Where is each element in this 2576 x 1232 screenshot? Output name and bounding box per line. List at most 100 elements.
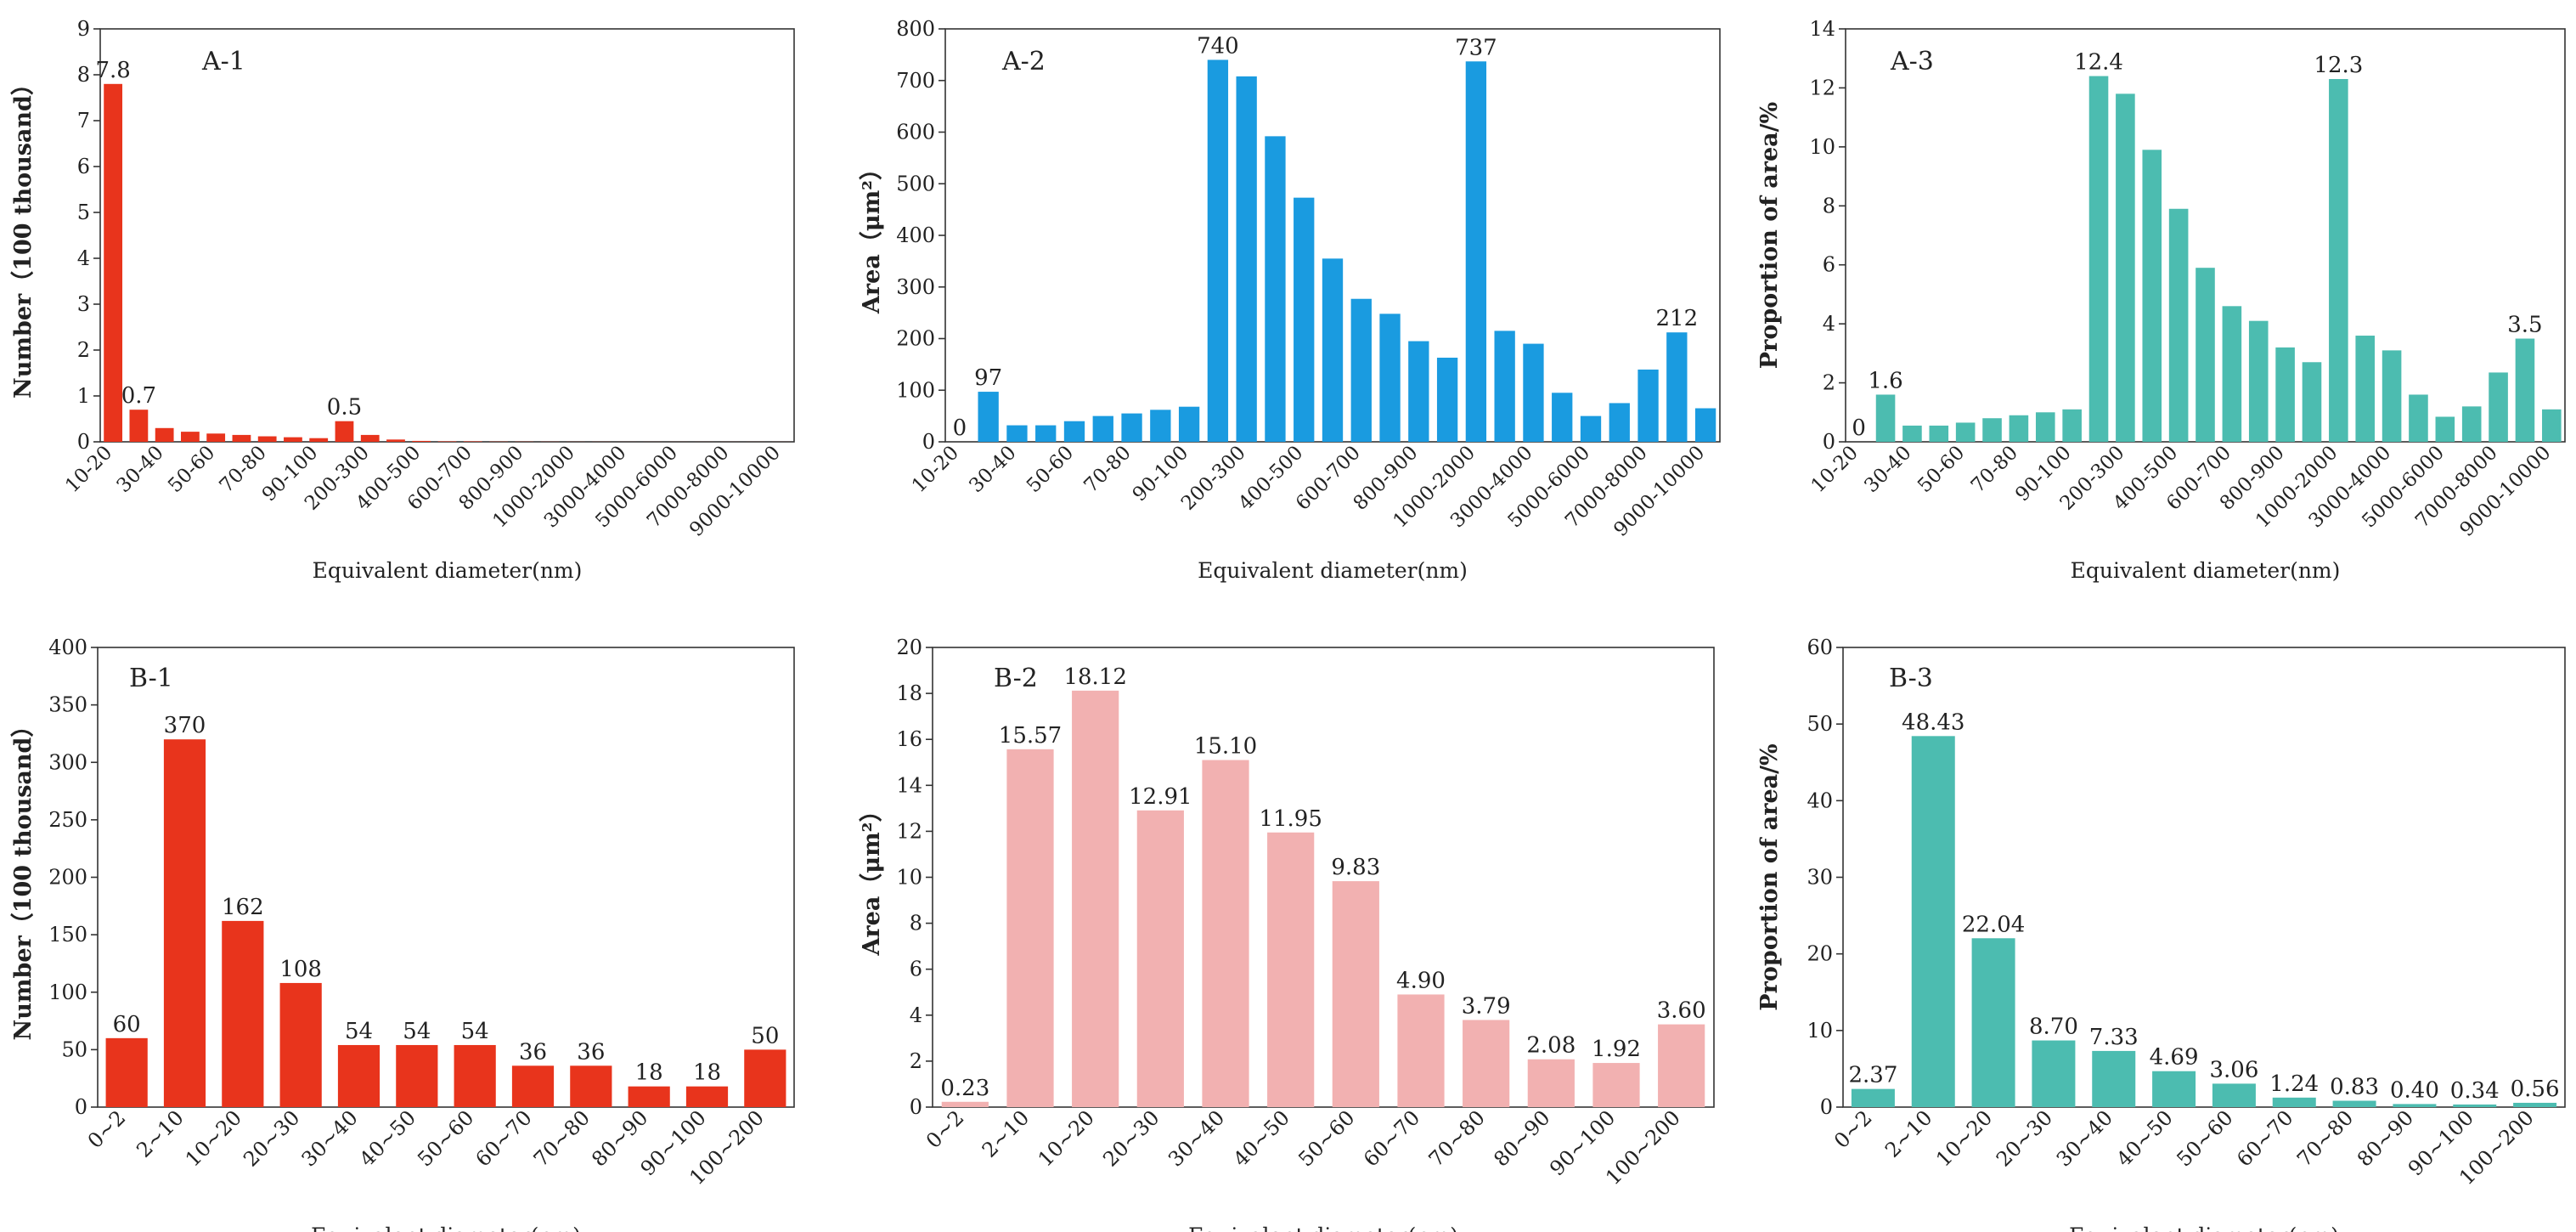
bar-100~200 <box>744 1049 786 1107</box>
data-label: 12.91 <box>1129 784 1192 810</box>
bar-40-50 <box>1035 425 1057 442</box>
bar-80~90 <box>1527 1059 1575 1107</box>
y-tick-label: 0 <box>922 430 935 454</box>
y-tick-label: 100 <box>48 981 87 1004</box>
bar-70~80 <box>2332 1100 2376 1107</box>
y-tick-label: 10 <box>1809 135 1835 159</box>
data-label: 12.3 <box>2314 53 2363 78</box>
x-tick-label: 0~2 <box>83 1105 131 1153</box>
y-tick-label: 5 <box>77 201 90 224</box>
bar-20~30 <box>1136 810 1184 1107</box>
x-tick-label: 20~30 <box>1098 1105 1164 1171</box>
data-label: 36 <box>577 1039 605 1065</box>
bar-30~40 <box>2092 1050 2136 1107</box>
bar-500-600 <box>437 441 457 442</box>
bar-40-50 <box>181 432 200 442</box>
bar-80~90 <box>628 1086 670 1107</box>
data-label: 3.5 <box>2507 313 2542 338</box>
bar-70-80 <box>1121 413 1142 442</box>
x-tick-label: 50~60 <box>2172 1105 2237 1171</box>
bar-50-60 <box>1063 421 1085 442</box>
data-label: 212 <box>1656 306 1699 331</box>
bar-80-90 <box>1150 410 1171 442</box>
bar-90-100 <box>2062 409 2082 442</box>
data-label: 50 <box>751 1023 779 1048</box>
plot-frame <box>99 28 795 443</box>
data-label: 12.4 <box>2074 50 2123 76</box>
data-label: 737 <box>1455 35 1497 60</box>
y-tick-label: 14 <box>896 773 922 797</box>
bar-80-90 <box>284 437 302 442</box>
bar-30-40 <box>155 427 174 442</box>
data-label: 2.08 <box>1526 1033 1575 1059</box>
bar-100-200 <box>335 421 354 442</box>
x-tick-label: 30~40 <box>1164 1105 1229 1171</box>
y-tick-label: 8 <box>1823 194 1835 218</box>
data-label: 48.43 <box>1902 709 1964 735</box>
y-tick-label: 2 <box>1823 371 1835 395</box>
x-tick-label: 50-60 <box>1023 442 1078 497</box>
y-tick-label: 6 <box>1823 253 1835 277</box>
bar-90-100 <box>1178 406 1200 442</box>
bar-50~60 <box>2212 1083 2256 1107</box>
y-tick-label: 100 <box>896 378 935 402</box>
data-label: 0.7 <box>121 383 156 409</box>
x-tick-label: 70~80 <box>2292 1105 2358 1171</box>
x-tick-label: 10-20 <box>908 442 963 497</box>
bar-200-300 <box>360 434 380 442</box>
bar-6000-7000 <box>1609 403 1630 442</box>
bar-6000-7000 <box>2461 406 2482 442</box>
data-label: 3.60 <box>1657 998 1706 1024</box>
data-label: 54 <box>403 1019 431 1044</box>
y-tick-label: 300 <box>896 275 935 299</box>
bar-200-300 <box>2116 93 2135 442</box>
bar-60~70 <box>1397 994 1445 1107</box>
y-tick-label: 4 <box>910 1003 922 1027</box>
y-tick-label: 400 <box>896 223 935 247</box>
bar-400-500 <box>2168 208 2189 442</box>
bar-30~40 <box>337 1044 380 1107</box>
x-tick-label: 0~2 <box>1829 1105 1877 1153</box>
y-tick-label: 3 <box>77 292 90 316</box>
data-label: 0.40 <box>2390 1077 2439 1103</box>
bar-40~50 <box>2152 1071 2196 1107</box>
data-label: 18.12 <box>1063 664 1126 690</box>
x-axis-label: Equivalent diameter(nm) <box>313 558 583 583</box>
x-tick-label: 50-60 <box>164 442 219 497</box>
data-label: 0.23 <box>940 1076 989 1101</box>
x-axis-label: Equivalent diameter(nm) <box>1188 1224 1458 1232</box>
y-tick-label: 500 <box>896 172 935 195</box>
bar-20-30 <box>978 392 999 442</box>
bar-700-800 <box>1379 314 1401 442</box>
x-tick-label: 10~20 <box>181 1105 246 1171</box>
panel-label: B-2 <box>994 664 1038 693</box>
bar-30-40 <box>1006 425 1028 442</box>
y-axis-label: Area（μm²） <box>859 157 885 314</box>
x-tick-label: 70-80 <box>1080 442 1136 497</box>
bar-60-70 <box>232 434 251 442</box>
panel-label: A-1 <box>201 47 245 76</box>
panel-b-1: 0 50 100 150 200 250 300 350 400 0~2 2~1010~2020~3… <box>10 636 795 1232</box>
y-tick-label: 0 <box>910 1095 922 1119</box>
y-tick-label: 40 <box>1807 788 1833 812</box>
x-tick-label: 40~50 <box>2112 1105 2178 1171</box>
bar-7000-8000 <box>2489 372 2508 442</box>
bar-300-400 <box>2142 150 2162 443</box>
y-tick-label: 0 <box>75 1095 87 1119</box>
bar-8000-9000 <box>2515 338 2535 442</box>
x-tick-label: 2~10 <box>1880 1105 1936 1161</box>
bar-2~10 <box>163 739 206 1107</box>
data-label: 54 <box>345 1019 373 1044</box>
bar-2~10 <box>1911 736 1955 1107</box>
y-tick-label: 0 <box>1823 430 1835 454</box>
bar-70~80 <box>570 1065 612 1107</box>
bar-100-200 <box>1207 59 1229 442</box>
x-tick-label: 10~20 <box>1034 1105 1099 1171</box>
panel-b-3: 0 10 20 30 40 50 60 0~2 2~1010~2020~3030~4040~50… <box>1756 636 2566 1232</box>
y-tick-label: 350 <box>48 693 87 717</box>
y-tick-label: 400 <box>48 636 87 659</box>
bar-70-80 <box>2009 415 2029 442</box>
bar-80~90 <box>2393 1104 2437 1107</box>
bar-3000-4000 <box>1523 343 1544 442</box>
y-tick-label: 7 <box>77 109 90 133</box>
